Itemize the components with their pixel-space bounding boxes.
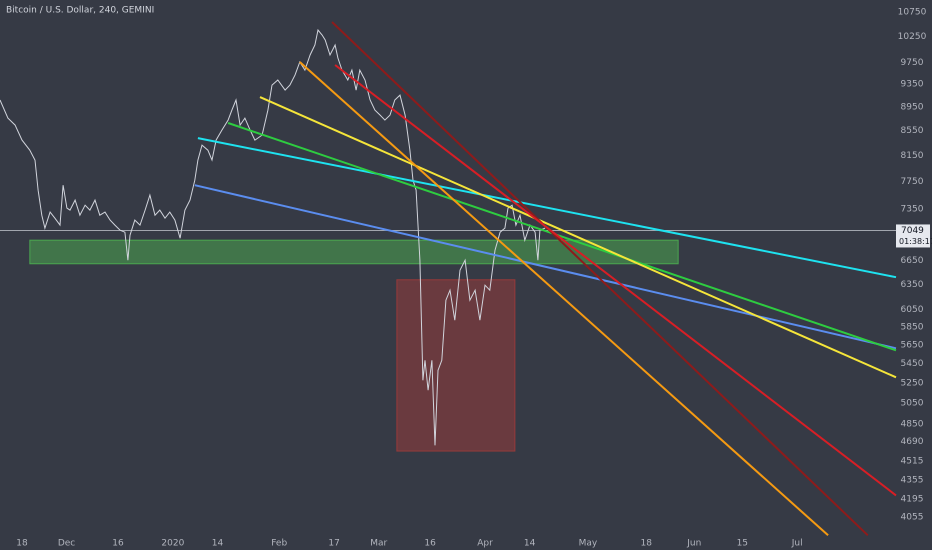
y-tick-label: 5050 [901,399,924,409]
trend-line [259,96,897,379]
y-tick-label: 5250 [901,379,924,389]
trend-line [299,61,829,537]
y-tick-label: 4690 [901,437,924,447]
countdown-badge [896,235,930,248]
zone [29,239,679,265]
x-tick-label: Jul [791,539,803,549]
x-tick-label: 16 [112,539,124,549]
x-tick-label: Jun [686,539,701,549]
trend-line [194,184,897,350]
chart-title: Bitcoin / U.S. Dollar, 240, GEMINI [6,6,154,16]
y-tick-label: 8550 [901,126,924,136]
x-tick-label: 18 [641,539,653,549]
y-tick-label: 4055 [901,512,924,522]
last-price-label: 7049 [901,226,924,236]
y-tick-label: 8950 [901,102,924,112]
y-tick-label: 5650 [901,341,924,351]
trend-line [334,64,897,497]
y-tick-label: 9350 [901,80,924,90]
y-tick-label: 5850 [901,323,924,333]
y-tick-label: 7750 [901,177,924,187]
y-tick-label: 6050 [901,305,924,315]
y-tick-label: 10250 [898,32,927,42]
y-tick-label: 6650 [901,256,924,266]
last-price-badge [896,224,930,237]
y-tick-label: 4195 [901,495,924,505]
y-tick-label: 10750 [898,7,927,17]
price-line [0,28,546,446]
x-tick-label: Apr [477,539,493,549]
y-tick-label: 7350 [901,204,924,214]
x-tick-label: 16 [424,539,436,549]
y-tick-label: 9750 [901,58,924,68]
trend-line [227,122,897,352]
x-tick-label: 18 [16,539,28,549]
x-tick-label: May [579,539,598,549]
x-tick-label: Dec [58,539,75,549]
x-tick-label: 17 [328,539,339,549]
y-tick-label: 5450 [901,359,924,369]
y-tick-label: 4515 [901,457,924,467]
x-tick-label: 15 [737,539,748,549]
x-tick-label: Feb [271,539,287,549]
trend-line [331,21,869,537]
x-tick-label: Mar [370,539,387,549]
y-tick-label: 6350 [901,280,924,290]
x-tick-label: 14 [212,539,224,549]
plot-area [0,21,897,537]
y-tick-label: 4355 [901,475,924,485]
y-tick-label: 4850 [901,420,924,430]
countdown-label: 01:38:17 [899,237,932,246]
trend-line [197,137,897,279]
y-tick-label: 8150 [901,151,924,161]
x-tick-label: 14 [524,539,536,549]
x-tick-label: 2020 [161,539,184,549]
